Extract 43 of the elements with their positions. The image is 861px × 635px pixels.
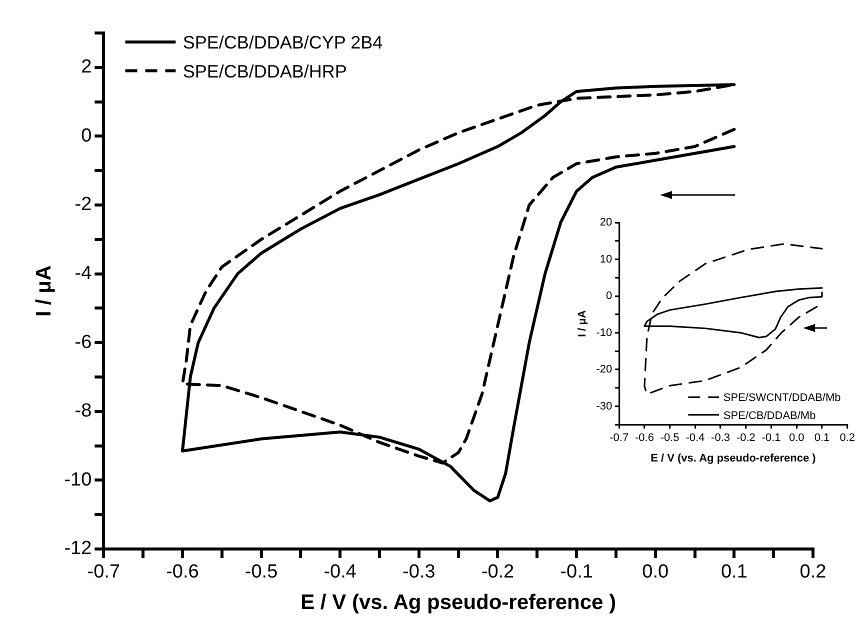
x-tick-label: -0.3	[711, 432, 730, 444]
x-tick-label: 0.2	[840, 432, 856, 444]
y-tick-label: -4	[74, 263, 92, 284]
x-tick-label: 0.2	[800, 562, 826, 583]
y-tick-label: -12	[64, 538, 92, 560]
y-tick-label: -8	[74, 400, 92, 422]
legend-label: SPE/CB/DDAB/CYP 2B4	[182, 32, 383, 52]
y-tick-label: -6	[74, 332, 92, 353]
x-tick-label: -0.2	[481, 562, 514, 583]
y-tick-label: 20	[600, 216, 612, 229]
x-tick-label: 0.1	[720, 562, 748, 583]
y-tick-label: 2	[81, 56, 92, 78]
y-tick-label: -20	[596, 364, 612, 376]
y-tick-label: 10	[600, 253, 612, 266]
y-tick-label: 0	[606, 290, 612, 302]
x-tick-label: -0.4	[686, 432, 705, 444]
line-series	[644, 243, 823, 395]
legend-label: SPE/SWCNT/DDAB/Mb	[723, 392, 841, 404]
x-axis-title: E / V (vs. Ag pseudo-reference )	[650, 452, 816, 464]
y-axis-title: I / μA	[32, 265, 56, 317]
x-tick-label: -0.1	[762, 432, 781, 444]
x-tick-label: -0.3	[402, 562, 436, 583]
x-tick-label: -0.6	[634, 432, 654, 444]
x-tick-label: -0.7	[87, 562, 120, 583]
x-axis-title: E / V (vs. Ag pseudo-reference )	[300, 591, 616, 614]
x-tick-label: -0.5	[660, 432, 680, 444]
x-tick-label: -0.7	[610, 432, 629, 444]
x-tick-label: 0.0	[642, 562, 669, 583]
x-tick-label: -0.4	[324, 562, 357, 583]
x-tick-label: 0.1	[814, 432, 830, 444]
y-axis-title: I / μA	[576, 310, 589, 338]
x-tick-label: -0.1	[560, 562, 593, 583]
legend-label: SPE/CB/DDAB/Mb	[723, 410, 816, 422]
x-tick-label: 0.0	[788, 432, 804, 444]
y-tick-label: -10	[64, 469, 92, 490]
x-tick-label: -0.6	[166, 562, 199, 583]
y-tick-label: 0	[81, 125, 92, 146]
y-tick-label: -30	[596, 400, 612, 412]
x-tick-label: -0.5	[244, 562, 278, 583]
legend-label: SPE/CB/DDAB/HRP	[182, 61, 347, 82]
x-tick-label: -0.2	[736, 432, 756, 444]
y-tick-label: -10	[596, 326, 612, 339]
y-tick-label: -2	[74, 194, 92, 216]
